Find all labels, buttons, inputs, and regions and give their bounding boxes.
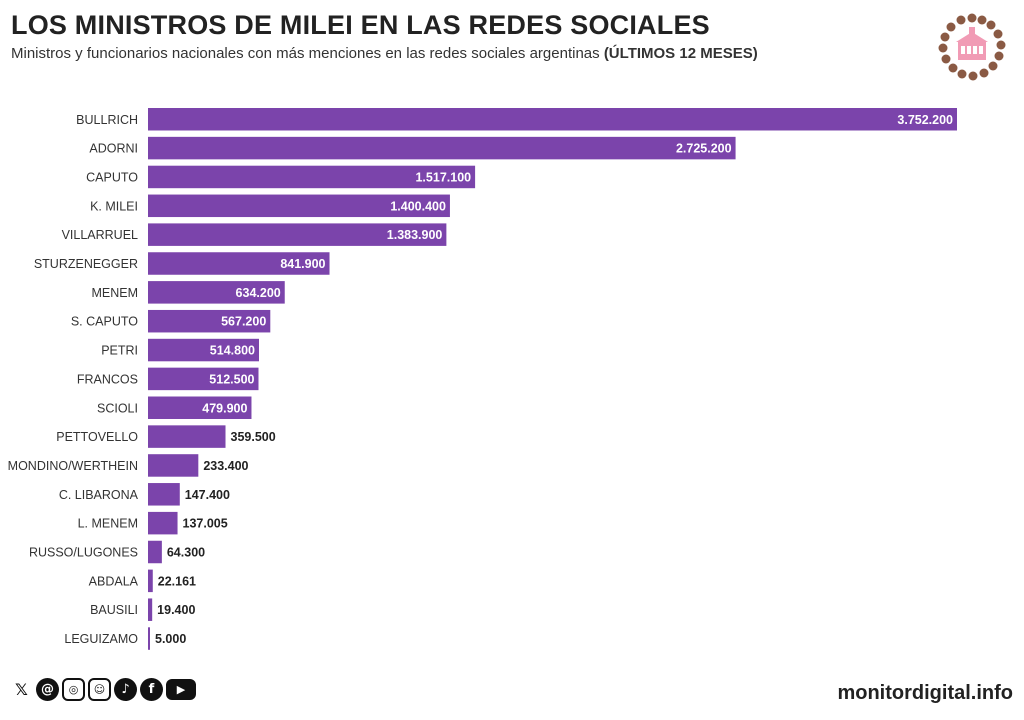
- value-label: 514.800: [210, 344, 255, 358]
- category-label: LEGUIZAMO: [64, 632, 138, 646]
- bar[interactable]: [148, 281, 285, 304]
- social-icons: 𝕏 @ ◎ ☺ ♪ f ▶: [10, 678, 196, 701]
- category-label: S. CAPUTO: [71, 315, 138, 329]
- category-label: ABDALA: [89, 574, 139, 588]
- value-label: 1.517.100: [415, 170, 471, 184]
- bar[interactable]: [148, 425, 226, 448]
- threads-icon[interactable]: @: [36, 678, 59, 701]
- instagram-icon[interactable]: ◎: [62, 678, 85, 701]
- category-label: STURZENEGGER: [34, 257, 138, 271]
- value-label: 634.200: [236, 286, 281, 300]
- value-label: 233.400: [203, 459, 248, 473]
- category-label: VILLARRUEL: [62, 228, 138, 242]
- category-label: BULLRICH: [76, 113, 138, 127]
- tiktok-icon[interactable]: ♪: [114, 678, 137, 701]
- subtitle-period: (ÚLTIMOS 12 MESES): [603, 45, 758, 62]
- value-label: 841.900: [280, 257, 325, 271]
- chart-title: LOS MINISTROS DE MILEI EN LAS REDES SOCI…: [11, 10, 710, 40]
- value-label: 1.383.900: [387, 228, 443, 242]
- youtube-icon[interactable]: ▶: [166, 679, 196, 700]
- site-url[interactable]: monitordigital.info: [837, 682, 1013, 704]
- bar[interactable]: [148, 367, 259, 391]
- value-label: 19.400: [157, 603, 195, 617]
- category-label: FRANCOS: [77, 372, 138, 386]
- category-label: SCIOLI: [97, 401, 138, 415]
- bar[interactable]: [148, 136, 736, 160]
- bar[interactable]: [148, 108, 957, 131]
- value-label: 3.752.200: [897, 113, 953, 127]
- x-icon[interactable]: 𝕏: [15, 680, 28, 699]
- value-label: 5.000: [155, 632, 186, 646]
- bar-chart: BULLRICH 3.752.200 ADORNI 2.725.200 CAPUTO 1.…: [8, 108, 957, 650]
- bar[interactable]: [148, 338, 259, 362]
- brand-logo-icon: [938, 13, 1006, 81]
- subtitle-text: Ministros y funcionarios nacionales con …: [11, 45, 600, 62]
- bar[interactable]: [148, 540, 162, 564]
- category-label: ADORNI: [89, 142, 138, 156]
- value-label: 1.400.400: [390, 199, 446, 213]
- bar[interactable]: [148, 309, 271, 333]
- value-label: 479.900: [202, 401, 247, 415]
- bar[interactable]: [148, 454, 199, 477]
- facebook-icon[interactable]: f: [140, 678, 163, 701]
- bar[interactable]: [148, 165, 476, 189]
- category-label: MONDINO/WERTHEIN: [8, 459, 138, 473]
- category-label: BAUSILI: [90, 603, 138, 617]
- bar[interactable]: [148, 569, 153, 593]
- value-label: 147.400: [185, 488, 230, 502]
- bar[interactable]: [148, 396, 252, 420]
- value-label: 64.300: [167, 546, 205, 560]
- bar[interactable]: [148, 252, 330, 275]
- category-label: PETTOVELLO: [56, 430, 138, 444]
- category-label: RUSSO/LUGONES: [29, 546, 138, 560]
- bar[interactable]: [148, 627, 150, 650]
- bar[interactable]: [148, 194, 450, 218]
- bar[interactable]: [148, 483, 180, 506]
- value-label: 2.725.200: [676, 142, 732, 156]
- bar[interactable]: [148, 223, 447, 246]
- chart-subtitle: Ministros y funcionarios nacionales con …: [11, 45, 758, 62]
- category-label: PETRI: [101, 344, 138, 358]
- value-label: 512.500: [209, 372, 254, 386]
- category-label: CAPUTO: [86, 170, 138, 184]
- category-label: K. MILEI: [90, 199, 138, 213]
- bar[interactable]: [148, 598, 153, 621]
- category-label: C. LIBARONA: [59, 488, 139, 502]
- value-label: 137.005: [183, 517, 228, 531]
- value-label: 359.500: [231, 430, 276, 444]
- category-label: MENEM: [91, 286, 138, 300]
- bar[interactable]: [148, 511, 178, 535]
- value-label: 567.200: [221, 315, 266, 329]
- category-label: L. MENEM: [78, 517, 138, 531]
- value-label: 22.161: [158, 574, 196, 588]
- substack-icon[interactable]: ☺: [88, 678, 111, 701]
